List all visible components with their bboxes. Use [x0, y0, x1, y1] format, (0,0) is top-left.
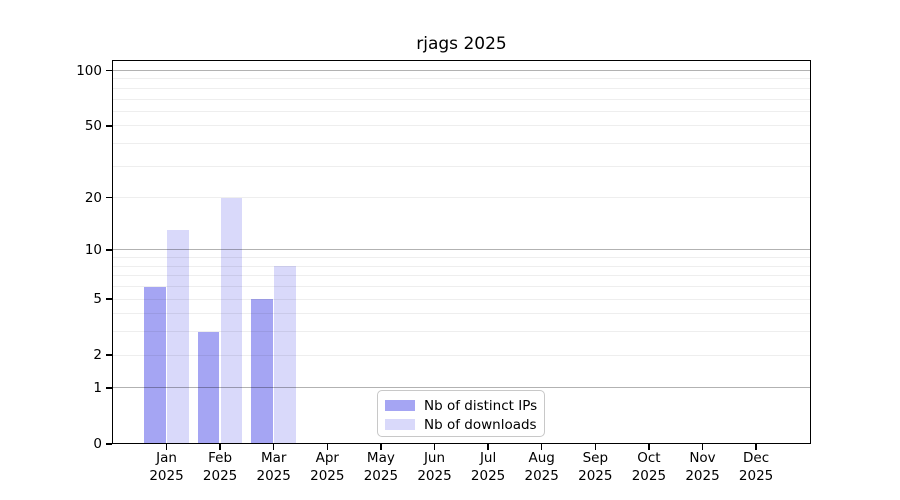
legend-label: Nb of distinct IPs — [424, 397, 538, 414]
y-tick-label-10: 10 — [84, 241, 102, 258]
x-tick-label-feb: Feb 2025 — [202, 450, 238, 484]
legend-item-distinct-ips: Nb of distinct IPs — [385, 396, 538, 415]
bar-feb-downloads — [220, 197, 243, 444]
y-tick-label-100: 100 — [76, 62, 102, 79]
x-tick-mark — [540, 444, 543, 450]
x-tick-mark — [326, 444, 329, 450]
x-tick-mark — [701, 444, 704, 450]
x-tick-label-nov: Nov 2025 — [685, 450, 720, 484]
y-tick-label-2: 2 — [93, 347, 102, 364]
legend-label: Nb of downloads — [424, 416, 537, 433]
bars-layer — [112, 60, 811, 444]
x-tick-mark — [380, 444, 382, 450]
y-tick-mark — [106, 125, 112, 127]
x-tick-label-jun: Jun 2025 — [417, 450, 452, 484]
x-tick-label-sep: Sep 2025 — [578, 450, 613, 484]
y-tick-label-5: 5 — [93, 290, 102, 307]
y-tick-mark — [106, 298, 112, 300]
legend: Nb of distinct IPs Nb of downloads — [377, 390, 545, 437]
x-tick-label-mar: Mar 2025 — [256, 450, 291, 484]
bar-jan-downloads — [167, 230, 189, 444]
y-tick-label-0: 0 — [93, 436, 102, 452]
x-tick-label-apr: Apr 2025 — [310, 450, 345, 484]
y-tick-mark — [106, 354, 112, 356]
x-tick-mark — [272, 444, 275, 450]
y-tick-mark — [106, 69, 112, 72]
y-tick-mark — [106, 387, 112, 389]
x-tick-label-jul: Jul 2025 — [470, 450, 506, 484]
distinct-ips-swatch — [385, 400, 415, 411]
x-tick-mark — [219, 444, 221, 450]
plot-area — [112, 60, 811, 444]
bar-mar-distinct-ips — [251, 299, 273, 444]
bar-mar-downloads — [274, 266, 296, 444]
bar-jan-distinct-ips — [144, 286, 166, 444]
y-tick-label-50: 50 — [84, 117, 102, 134]
x-tick-label-oct: Oct 2025 — [631, 450, 667, 484]
x-tick-label-jan: Jan 2025 — [149, 450, 184, 484]
y-tick-label-1: 1 — [93, 379, 102, 396]
y-tick-mark — [106, 196, 112, 199]
x-tick-label-may: May 2025 — [363, 450, 399, 484]
x-tick-mark — [755, 444, 757, 450]
x-tick-mark — [594, 444, 597, 450]
x-tick-mark — [648, 444, 650, 450]
x-tick-label-dec: Dec 2025 — [738, 450, 774, 484]
chart-title: rjags 2025 — [416, 34, 507, 54]
bar-feb-distinct-ips — [197, 331, 220, 444]
y-tick-mark — [106, 249, 112, 251]
x-tick-mark — [487, 444, 489, 450]
x-tick-label-aug: Aug 2025 — [524, 450, 559, 484]
y-tick-label-20: 20 — [84, 189, 102, 206]
downloads-swatch — [385, 419, 415, 430]
y-tick-mark — [106, 443, 112, 445]
x-tick-mark — [433, 444, 436, 450]
x-tick-mark — [165, 444, 168, 450]
legend-item-downloads: Nb of downloads — [385, 415, 537, 434]
